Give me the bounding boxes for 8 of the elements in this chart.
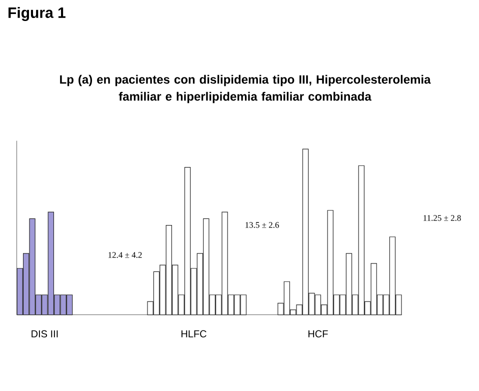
x-tick-label: HLFC <box>182 330 206 338</box>
text: 11.25 ± 2.8 <box>424 215 461 221</box>
annotation: 12.4 ± 4.2 <box>108 252 142 258</box>
x-tick-label: DIS III <box>32 330 58 338</box>
x-tick-label: HCF <box>308 330 328 338</box>
annotation: 13.5 ± 2.6 <box>246 222 279 228</box>
chart-subtitle: Lp (a) en pacientes con dislipidemia tipo III, Hipercolesterolemia familiar e hiperlipidemia familiar combinada <box>60 74 431 104</box>
chart-title: Figura 1 <box>8 6 66 22</box>
